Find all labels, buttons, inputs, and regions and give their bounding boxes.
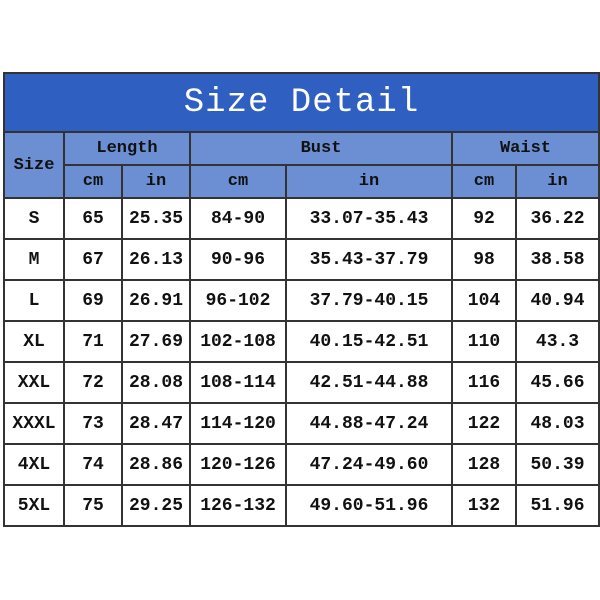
cell-waist-cm: 116 [451,361,517,404]
cell-waist-in: 43.3 [515,320,600,363]
cell-waist-in: 38.58 [515,238,600,281]
cell-waist-in: 45.66 [515,361,600,404]
table-row: S 65 25.35 84-90 33.07-35.43 92 36.22 [3,197,600,240]
cell-length-in: 26.13 [121,238,191,281]
length-header: Length [63,131,191,166]
cell-waist-cm: 92 [451,197,517,240]
cell-waist-cm: 98 [451,238,517,281]
table-row: 4XL 74 28.86 120-126 47.24-49.60 128 50.39 [3,443,600,486]
cell-waist-in: 48.03 [515,402,600,445]
cell-length-in: 27.69 [121,320,191,363]
cell-bust-cm: 90-96 [189,238,287,281]
unit-header: in [515,164,600,199]
cell-length-in: 28.47 [121,402,191,445]
cell-bust-cm: 102-108 [189,320,287,363]
cell-length-cm: 75 [63,484,123,527]
size-header: Size [3,131,65,199]
cell-length-cm: 73 [63,402,123,445]
chart-title: Size Detail [3,72,600,133]
cell-bust-cm: 96-102 [189,279,287,322]
cell-bust-in: 35.43-37.79 [285,238,453,281]
cell-waist-in: 40.94 [515,279,600,322]
cell-bust-in: 49.60-51.96 [285,484,453,527]
cell-size: 5XL [3,484,65,527]
unit-header: cm [189,164,287,199]
cell-length-cm: 74 [63,443,123,486]
cell-size: XXL [3,361,65,404]
cell-size: XL [3,320,65,363]
cell-waist-cm: 104 [451,279,517,322]
cell-size: XXXL [3,402,65,445]
cell-length-in: 25.35 [121,197,191,240]
cell-length-in: 26.91 [121,279,191,322]
cell-bust-in: 40.15-42.51 [285,320,453,363]
table-row: L 69 26.91 96-102 37.79-40.15 104 40.94 [3,279,600,322]
cell-bust-cm: 120-126 [189,443,287,486]
cell-waist-in: 36.22 [515,197,600,240]
cell-waist-in: 50.39 [515,443,600,486]
bust-header: Bust [189,131,453,166]
cell-length-in: 29.25 [121,484,191,527]
cell-size: S [3,197,65,240]
cell-size: M [3,238,65,281]
unit-header: in [285,164,453,199]
size-chart-table: Size Detail Size Length Bust Waist cm in… [3,72,600,527]
cell-bust-in: 44.88-47.24 [285,402,453,445]
cell-bust-cm: 108-114 [189,361,287,404]
cell-length-in: 28.08 [121,361,191,404]
cell-waist-in: 51.96 [515,484,600,527]
cell-waist-cm: 122 [451,402,517,445]
table-row: 5XL 75 29.25 126-132 49.60-51.96 132 51.96 [3,484,600,527]
unit-header: in [121,164,191,199]
cell-bust-in: 42.51-44.88 [285,361,453,404]
table-row: XXL 72 28.08 108-114 42.51-44.88 116 45.66 [3,361,600,404]
cell-bust-cm: 84-90 [189,197,287,240]
cell-bust-cm: 114-120 [189,402,287,445]
waist-header: Waist [451,131,600,166]
cell-length-cm: 71 [63,320,123,363]
cell-bust-cm: 126-132 [189,484,287,527]
cell-length-cm: 65 [63,197,123,240]
cell-bust-in: 33.07-35.43 [285,197,453,240]
unit-header: cm [451,164,517,199]
cell-bust-in: 37.79-40.15 [285,279,453,322]
cell-bust-in: 47.24-49.60 [285,443,453,486]
cell-waist-cm: 132 [451,484,517,527]
table-row: M 67 26.13 90-96 35.43-37.79 98 38.58 [3,238,600,281]
cell-length-cm: 67 [63,238,123,281]
cell-size: 4XL [3,443,65,486]
cell-waist-cm: 128 [451,443,517,486]
table-row: XXXL 73 28.47 114-120 44.88-47.24 122 48.03 [3,402,600,445]
cell-length-in: 28.86 [121,443,191,486]
cell-length-cm: 69 [63,279,123,322]
cell-size: L [3,279,65,322]
cell-waist-cm: 110 [451,320,517,363]
cell-length-cm: 72 [63,361,123,404]
table-row: XL 71 27.69 102-108 40.15-42.51 110 43.3 [3,320,600,363]
unit-header: cm [63,164,123,199]
